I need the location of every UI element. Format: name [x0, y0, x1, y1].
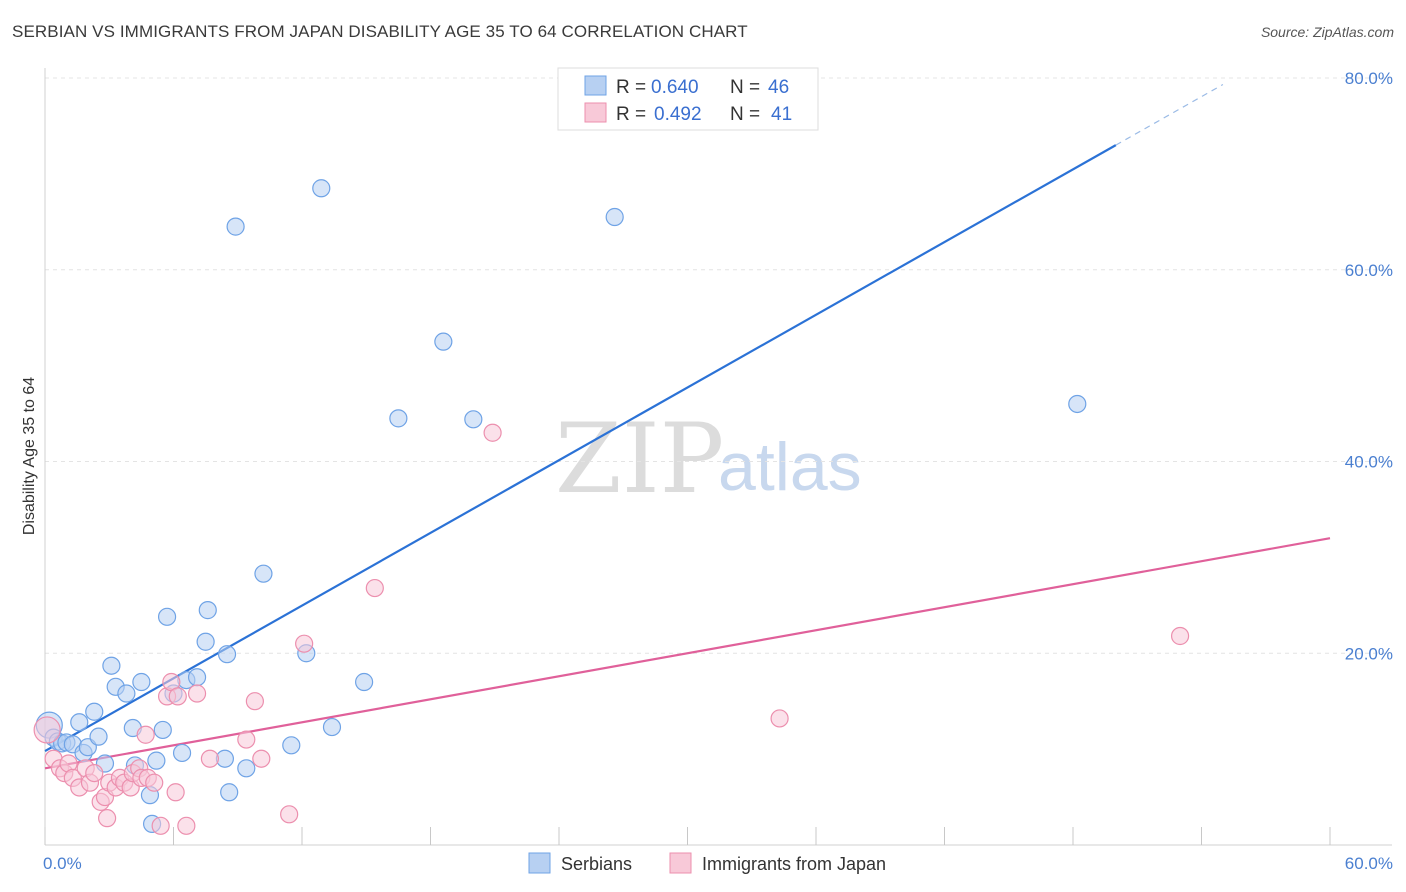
- legend-swatch-serbians: [584, 75, 607, 96]
- trend-line-0: [44, 144, 1117, 752]
- y-axis-label: Disability Age 35 to 64: [21, 377, 38, 535]
- point-0-24: [172, 743, 192, 763]
- point-0-41: [434, 332, 453, 351]
- data-points: [33, 179, 1190, 835]
- source-credit: Source: ZipAtlas.com: [1260, 24, 1394, 40]
- point-1-27: [168, 687, 187, 706]
- legend-swatch-japan: [584, 102, 607, 123]
- series-legend-label-japan: Immigrants from Japan: [702, 854, 886, 874]
- point-1-34: [280, 805, 299, 824]
- point-0-14: [117, 684, 136, 703]
- point-0-6: [70, 713, 89, 732]
- point-1-0: [33, 716, 61, 744]
- point-1-9: [85, 763, 104, 783]
- legend-n-value-2: 41: [771, 104, 792, 125]
- point-0-43: [605, 207, 624, 227]
- point-0-37: [312, 179, 331, 198]
- y-tick-label-1: 40.0%: [1345, 453, 1393, 472]
- series-legend-swatch-japan: [669, 852, 692, 874]
- point-0-33: [237, 759, 256, 778]
- point-0-32: [226, 217, 245, 236]
- point-1-40: [98, 809, 117, 828]
- point-1-37: [483, 423, 502, 442]
- point-0-30: [217, 645, 237, 664]
- point-0-21: [153, 720, 172, 740]
- point-0-42: [464, 410, 483, 429]
- series-legend-swatch-serbians: [528, 852, 551, 874]
- point-0-38: [322, 717, 342, 737]
- point-0-27: [196, 632, 215, 651]
- point-0-12: [102, 656, 121, 675]
- legend-r-label-1: R =: [616, 77, 646, 98]
- grid-lines: [45, 77, 1392, 654]
- point-0-10: [89, 727, 108, 746]
- legend-n-label-1: N =: [730, 77, 760, 98]
- point-1-22: [145, 773, 164, 792]
- point-0-17: [132, 672, 151, 692]
- series-legend-label-serbians: Serbians: [561, 854, 632, 874]
- point-0-31: [220, 783, 239, 802]
- point-1-36: [365, 578, 384, 598]
- point-1-26: [166, 783, 185, 802]
- point-1-32: [245, 692, 264, 711]
- x-tick-label-1: 60.0%: [1345, 854, 1393, 873]
- legend-r-value-1: 0.640: [651, 77, 699, 98]
- y-tick-label-2: 60.0%: [1345, 261, 1393, 280]
- point-0-44: [1068, 394, 1087, 414]
- legend-r-value-2: 0.492: [654, 104, 702, 125]
- point-1-28: [177, 816, 196, 835]
- trend-line-1: [44, 537, 1331, 770]
- y-tick-label-3: 80.0%: [1345, 69, 1393, 88]
- watermark-atlas: atlas: [718, 429, 862, 505]
- point-1-39: [1170, 626, 1190, 646]
- tick-labels: 20.0% 40.0% 60.0% 80.0% 0.0% 60.0%: [43, 69, 1393, 873]
- point-0-34: [254, 564, 273, 583]
- y-tick-label-0: 20.0%: [1345, 644, 1393, 663]
- legend-r-label-2: R =: [616, 104, 646, 125]
- point-1-35: [295, 634, 314, 653]
- point-0-20: [147, 751, 166, 770]
- point-0-28: [198, 601, 217, 620]
- point-1-30: [200, 749, 220, 768]
- point-1-29: [187, 684, 207, 703]
- point-1-20: [136, 725, 155, 744]
- chart-title: SERBIAN VS IMMIGRANTS FROM JAPAN DISABIL…: [12, 22, 748, 41]
- point-0-39: [355, 672, 374, 692]
- x-tick-label-0: 0.0%: [43, 854, 82, 873]
- point-1-31: [237, 730, 256, 749]
- legend-n-label-2: N =: [730, 104, 760, 125]
- legend-n-value-1: 46: [768, 77, 789, 98]
- point-0-26: [187, 668, 207, 687]
- watermark-zip: ZIP: [555, 403, 724, 515]
- series-legend: Serbians Immigrants from Japan: [528, 852, 886, 874]
- correlation-legend: R = 0.640 N = 46 R = 0.492 N = 41: [557, 67, 819, 131]
- trend-line-extension-0: [1115, 83, 1224, 146]
- point-0-40: [389, 409, 408, 428]
- point-1-23: [151, 816, 170, 835]
- point-0-22: [157, 607, 177, 626]
- point-0-9: [85, 702, 104, 721]
- point-1-33: [252, 749, 271, 768]
- point-1-38: [770, 709, 789, 728]
- point-0-35: [282, 736, 301, 755]
